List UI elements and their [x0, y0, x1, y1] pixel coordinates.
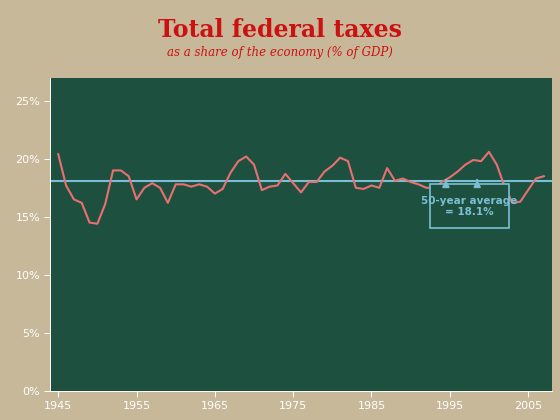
FancyBboxPatch shape — [430, 184, 508, 228]
Text: 50-year average
= 18.1%: 50-year average = 18.1% — [421, 196, 517, 217]
Text: Total federal taxes: Total federal taxes — [158, 18, 402, 42]
Text: as a share of the economy (% of GDP): as a share of the economy (% of GDP) — [167, 45, 393, 58]
